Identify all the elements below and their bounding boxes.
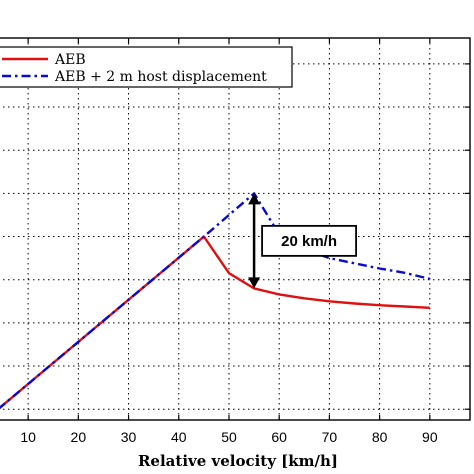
x-tick-label-6: 70 <box>322 429 338 445</box>
x-tick-label-1: 20 <box>71 429 87 445</box>
annotation-label-0: 20 km/h <box>281 233 337 250</box>
x-axis-label: Relative velocity [km/h] <box>138 452 338 470</box>
tick-layer: 10 20 30 40 50 60 70 80 90 <box>20 38 470 445</box>
annotation-layer: 20 km/h <box>248 193 357 289</box>
grid <box>0 38 470 420</box>
x-tick-label-4: 50 <box>221 429 237 445</box>
x-tick-label-8: 90 <box>422 429 438 445</box>
series-line-0 <box>0 235 430 410</box>
x-tick-label-3: 40 <box>171 429 187 445</box>
series-line-1 <box>0 192 431 410</box>
x-tick-label-2: 30 <box>121 429 137 445</box>
legend-label-0: AEB <box>54 52 86 68</box>
x-tick-label-0: 10 <box>20 429 36 445</box>
x-tick-label-7: 80 <box>372 429 388 445</box>
series-layer <box>0 192 431 410</box>
legend-box <box>0 46 293 88</box>
legend-label-1: AEB + 2 m host displacement <box>54 69 267 85</box>
annotation-arrow-head-up-0 <box>248 193 261 205</box>
annotation-arrow-head-down-0 <box>248 277 261 289</box>
axes-frame <box>0 37 471 421</box>
x-tick-label-5: 60 <box>271 429 287 445</box>
annotation-box-0 <box>261 224 357 257</box>
plot-frame <box>0 37 471 421</box>
